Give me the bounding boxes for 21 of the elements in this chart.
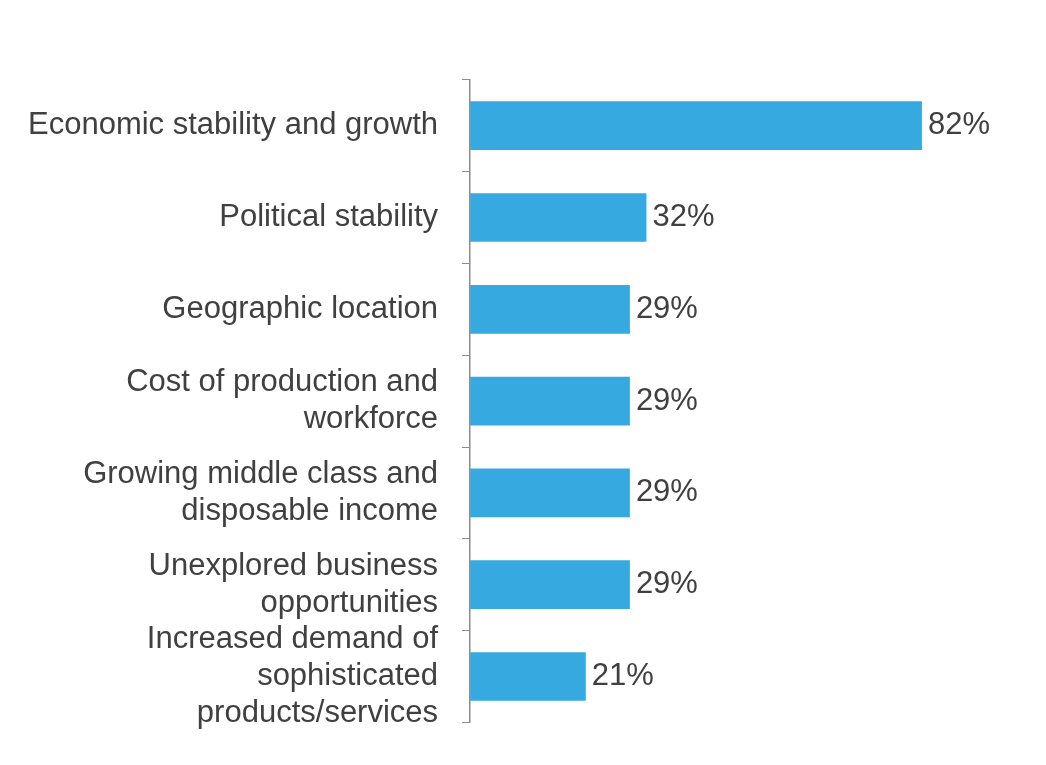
bar [470,652,586,701]
y-tick-label: Cost of production and workforce [126,363,439,436]
y-tick-label: Increased demand of sophisticated products/services [146,619,439,730]
bar [470,193,647,242]
data-label: 29% [635,381,698,417]
data-label: 29% [635,473,698,509]
bar [470,284,630,334]
y-tick-label: Growing middle class and disposable income [83,454,439,528]
y-tick-label: Geographic location [162,289,439,325]
data-label: 82% [927,106,990,142]
data-label: 29% [635,289,698,325]
bar [470,468,630,518]
bar [470,560,630,610]
data-label: 21% [591,657,654,693]
y-tick-label: Political stability [219,198,439,234]
data-label: 29% [635,565,698,601]
bar [470,376,630,426]
y-tick-label: Unexplored business opportunities [148,546,439,619]
data-label: 32% [652,198,715,234]
y-tick-label: Economic stability and growth [27,106,439,142]
bar [470,101,922,151]
